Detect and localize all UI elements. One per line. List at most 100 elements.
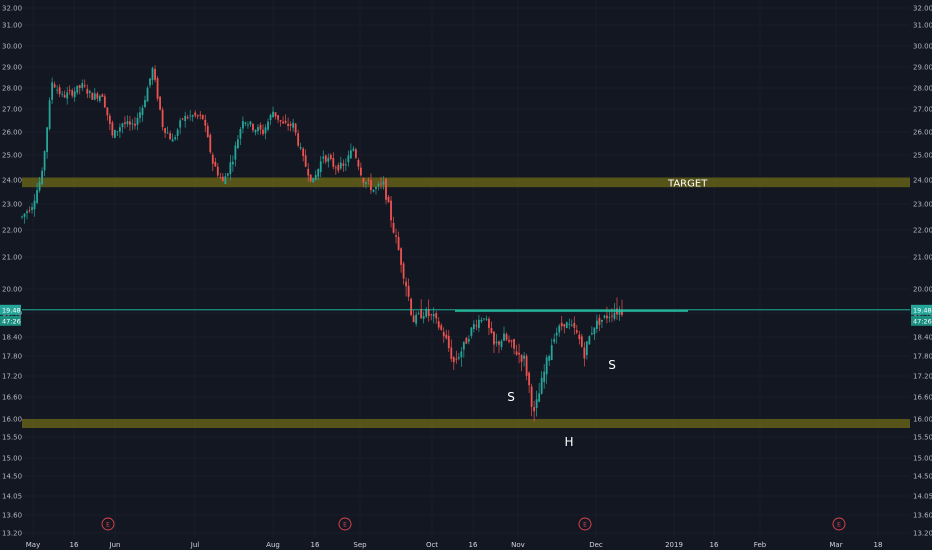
- left-tick-label: 16.00: [2, 416, 22, 424]
- right-tick-label: 13.60: [913, 512, 932, 520]
- candle-body: [601, 319, 603, 322]
- left-tick-label: 21.00: [2, 254, 22, 262]
- left-countdown-value: 47:26: [2, 317, 21, 325]
- candle-body: [292, 122, 295, 128]
- candle-body: [116, 131, 119, 133]
- candle-body: [538, 393, 541, 402]
- earnings-marker[interactable]: E: [832, 517, 846, 531]
- candle-body: [503, 333, 505, 341]
- candle-body: [400, 248, 402, 265]
- candle-body: [570, 324, 573, 326]
- candle-body: [405, 281, 408, 287]
- candle-body: [108, 115, 111, 124]
- candle-body: [131, 123, 134, 125]
- candle-body: [445, 334, 448, 339]
- candlestick-series: [21, 65, 623, 422]
- candle-body: [226, 173, 229, 176]
- candle-body: [565, 322, 568, 329]
- candle-body: [136, 117, 139, 125]
- candle-body: [370, 180, 372, 191]
- candle-body: [151, 67, 154, 81]
- candle-body: [322, 156, 325, 159]
- candle-body: [314, 175, 317, 180]
- candle-body: [520, 355, 523, 362]
- candle-body: [490, 328, 493, 333]
- candle-body: [78, 85, 81, 88]
- head-label: H: [564, 435, 573, 449]
- candle-body: [410, 298, 413, 315]
- left-price-value: 19.48: [2, 306, 21, 314]
- candle-body: [560, 322, 563, 327]
- candle-body: [588, 336, 591, 345]
- candle-body: [508, 339, 510, 342]
- candle-body: [56, 89, 59, 91]
- left-tick-label: 13.60: [2, 512, 22, 520]
- candle-body: [480, 319, 483, 322]
- candle-body: [545, 357, 548, 375]
- candle-body: [31, 207, 33, 210]
- time-axis[interactable]: May 16 Jun Jul Aug 16 Sep Oct 16 Nov Dec 2019 16 Feb M…: [0, 538, 932, 550]
- right-tick-label: 15.00: [913, 455, 932, 463]
- candle-body: [558, 325, 561, 333]
- candle-body: [432, 314, 435, 317]
- time-axis-bg: [0, 538, 932, 550]
- candle-body: [169, 133, 172, 140]
- candle-body: [209, 134, 212, 153]
- earnings-icon: [101, 517, 115, 531]
- candle-body: [106, 107, 109, 116]
- candle-body: [440, 325, 443, 330]
- candle-body: [528, 372, 531, 386]
- earnings-marker[interactable]: E: [578, 517, 592, 531]
- candle-body: [81, 83, 84, 89]
- candle-body: [470, 327, 473, 336]
- candle-body: [611, 315, 613, 317]
- earnings-marker[interactable]: E: [101, 517, 115, 531]
- candle-body: [573, 322, 576, 328]
- candle-body: [166, 132, 169, 134]
- candle-body: [422, 316, 425, 319]
- right-tick-label: 23.00: [913, 201, 932, 209]
- candle-body: [590, 333, 593, 335]
- candle-body: [284, 120, 287, 123]
- candle-body: [312, 178, 315, 183]
- candle-body: [119, 127, 121, 132]
- candle-body: [249, 121, 252, 125]
- shoulder-label: S: [507, 390, 515, 404]
- candle-body: [196, 115, 199, 117]
- candle-body: [113, 130, 116, 138]
- candle-body: [224, 176, 227, 185]
- candle-body: [367, 180, 370, 182]
- candle-body: [267, 121, 269, 130]
- candle-body: [299, 147, 302, 149]
- candle-body: [349, 150, 352, 159]
- left-tick-label: 27.00: [2, 106, 22, 114]
- candle-body: [124, 122, 126, 124]
- left-tick-label: 32.00: [2, 5, 22, 13]
- candle-body: [66, 92, 69, 99]
- right-tick-label: 15.50: [913, 434, 932, 442]
- candle-body: [221, 176, 224, 182]
- candle-body: [553, 338, 556, 343]
- date-label: Jul: [190, 541, 200, 549]
- date-label: 2019: [665, 541, 683, 549]
- candle-body: [294, 123, 297, 133]
- candle-body: [485, 318, 488, 320]
- candle-body: [71, 90, 74, 96]
- date-label: Sep: [353, 541, 367, 549]
- candle-body: [608, 317, 611, 318]
- candle-body: [159, 96, 161, 110]
- candle-body: [510, 340, 513, 342]
- candle-body: [111, 122, 114, 136]
- earnings-marker[interactable]: E: [338, 517, 352, 531]
- left-tick-label: 18.40: [2, 334, 22, 342]
- candle-body: [380, 183, 382, 185]
- candle-body: [621, 310, 623, 315]
- left-price-badge: [0, 304, 21, 315]
- left-tick-label: 29.00: [2, 64, 22, 72]
- candle-body: [523, 355, 525, 359]
- right-price-axis[interactable]: 32.00 31.00 30.00 29.00 28.00 27.00 26.00 25.00…: [913, 5, 932, 538]
- candle-body: [247, 124, 249, 126]
- candle-body: [229, 162, 232, 174]
